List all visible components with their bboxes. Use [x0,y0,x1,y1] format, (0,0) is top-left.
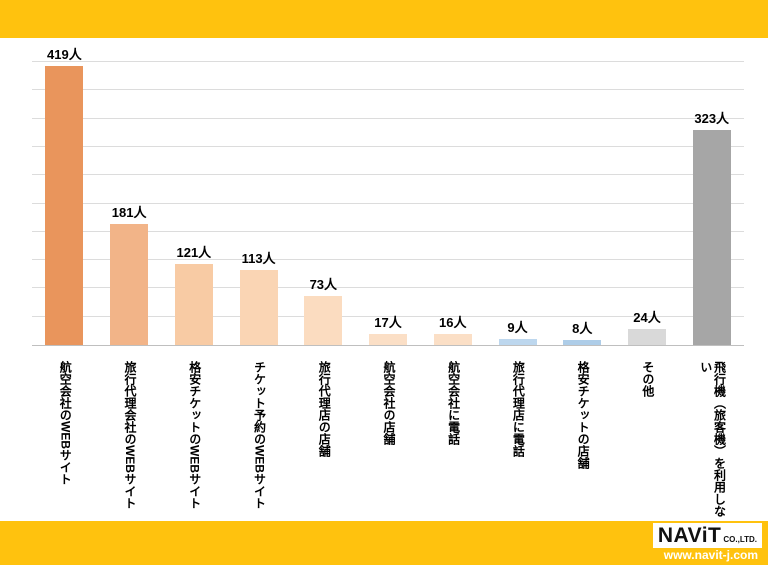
bar [239,269,278,345]
site-url: www.navit-j.com [663,548,758,562]
bar-slot: 323人 [679,108,744,345]
bars-row: 419人 181人 121人 113人 73人 17人 16人 9人 8人 24人 323人 [32,47,744,345]
bar-value-label: 121人 [176,245,212,261]
bar-value-label: 73人 [309,277,338,293]
bar-category-label: その他 [640,361,655,397]
navit-logo: NAViT CO.,LTD. www.navit-j.com [652,523,762,562]
category-slot: 飛行機（旅客機）を利用しない [679,353,744,527]
gridline [32,315,744,317]
bar-slot: 17人 [356,312,421,345]
category-slot: その他 [615,353,680,527]
logo-text: NAViT [657,524,722,547]
bar-value-label: 113人 [241,250,276,266]
category-slot: 旅行代理店に電話 [485,353,550,527]
bar-category-label: 格安チケットのWEBサイト [187,361,202,509]
bar [110,224,149,345]
bar [45,66,84,345]
bar-value-label: 24人 [633,310,661,326]
bar-category-label: 旅行代理店の店舗 [317,361,332,457]
gridline [32,145,744,147]
bar-slot: 8人 [550,318,615,345]
gridline [32,230,744,232]
bar-category-label: 旅行代理店に電話 [511,361,526,457]
gridline [32,61,744,62]
logo-row: NAViT CO.,LTD. [652,523,762,548]
bar [304,296,343,345]
bar [174,264,213,345]
bar [369,333,408,345]
gridline [32,287,744,289]
gridline [32,117,744,119]
bar-slot: 181人 [97,202,162,345]
bar-value-label: 9人 [507,320,528,336]
gridline [32,259,744,261]
bar-category-label: 旅行代理会社のWEBサイト [123,361,137,509]
gridline [32,202,744,204]
bar-slot: 73人 [291,274,356,345]
bar-slot: 121人 [161,242,226,345]
bar-category-label: 飛行機（旅客機）を利用しない [698,361,727,517]
top-banner [0,0,768,38]
bar-value-label: 16人 [439,315,467,331]
bar-category-label: チケット予約のWEBサイト [252,361,267,509]
gridline [32,89,744,91]
bar-slot: 9人 [485,317,550,345]
category-axis: 航空会社のWEBサイト 旅行代理会社のWEBサイト 格安チケットのWEBサイト チケッ… [32,353,744,527]
bar-category-label: 航空会社のWEBサイト [58,361,73,485]
category-slot: 航空会社に電話 [420,353,485,527]
category-slot: 旅行代理店の店舗 [291,353,356,527]
bottom-banner [0,521,768,565]
category-slot: チケット予約のWEBサイト [226,353,291,527]
bar-chart: 419人 181人 121人 113人 73人 17人 16人 9人 8人 24人 323人 航空会… [0,38,768,521]
bar [627,329,666,345]
bar [692,129,731,345]
bar-value-label: 419人 [47,47,82,62]
bar [433,334,472,345]
plot-area: 419人 181人 121人 113人 73人 17人 16人 9人 8人 24人 323人 [32,47,744,346]
category-slot: 旅行代理会社のWEBサイト [97,353,162,527]
bar [498,339,537,345]
bar-category-label: 航空会社に電話 [446,361,461,445]
bar-category-label: 航空会社の店舗 [381,361,396,445]
bar-category-label: 格安チケットの店舗 [576,361,591,469]
bar-value-label: 323人 [694,110,730,126]
gridline [32,174,744,176]
logo-suffix: CO.,LTD. [723,535,757,544]
bar-slot: 16人 [420,312,485,345]
category-slot: 格安チケットのWEBサイト [161,353,226,527]
bar-value-label: 181人 [111,205,147,221]
category-slot: 航空会社の店舗 [356,353,421,527]
bar-value-label: 17人 [374,314,402,330]
category-slot: 格安チケットの店舗 [550,353,615,527]
bar-slot: 419人 [32,44,97,345]
bar-value-label: 8人 [572,320,593,336]
bar [563,339,602,345]
bar-slot: 24人 [615,307,680,345]
bar-slot: 113人 [226,248,291,345]
category-slot: 航空会社のWEBサイト [32,353,97,527]
